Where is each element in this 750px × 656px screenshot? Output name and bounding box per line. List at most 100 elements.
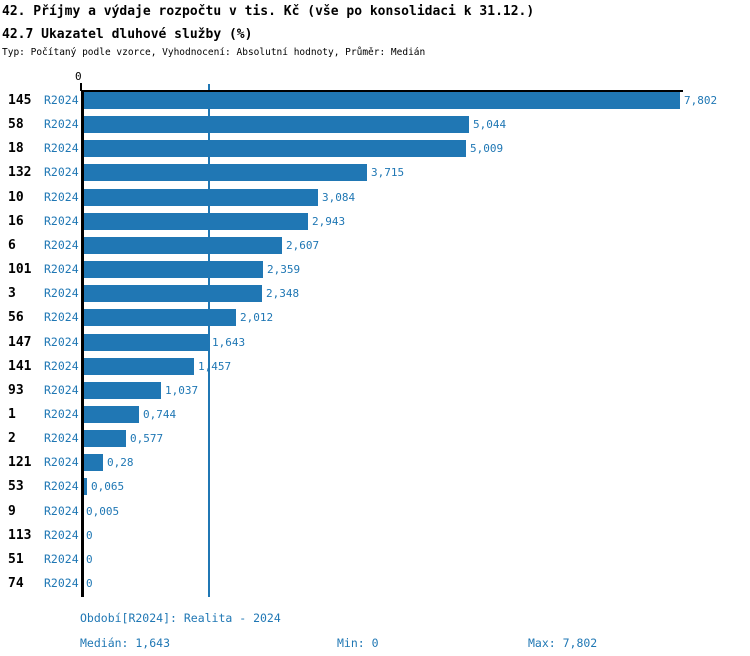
row-period-label: R2024 xyxy=(44,310,79,324)
row-period-label: R2024 xyxy=(44,335,79,349)
bar-value-label: 1,037 xyxy=(165,384,199,397)
row-period-label: R2024 xyxy=(44,383,79,397)
chart-title-line2: 42.7 Ukazatel dluhové služby (%) xyxy=(2,27,253,42)
row-category-label: 10 xyxy=(8,190,24,205)
bar xyxy=(82,237,282,254)
bar-value-label: 0 xyxy=(86,553,93,566)
bar-value-label: 2,607 xyxy=(286,239,320,252)
bar-value-label: 7,802 xyxy=(684,94,718,107)
chart-row: 101 R2024 2,359 xyxy=(0,261,750,278)
row-period-label: R2024 xyxy=(44,528,79,542)
bar-value-label: 0,744 xyxy=(143,408,177,421)
row-period-label: R2024 xyxy=(44,214,79,228)
bar xyxy=(82,285,262,302)
chart-row: 74 R2024 0 xyxy=(0,575,750,592)
bar xyxy=(82,140,466,157)
bar xyxy=(82,261,263,278)
chart-row: 18 R2024 5,009 xyxy=(0,140,750,157)
bar xyxy=(82,116,469,133)
chart-row: 3 R2024 2,348 xyxy=(0,285,750,302)
x-axis-zero-tick-label: 0 xyxy=(75,70,82,83)
row-category-label: 93 xyxy=(8,383,24,398)
bar-value-label: 5,009 xyxy=(470,142,504,155)
bar xyxy=(82,430,126,447)
x-axis-tick-mark xyxy=(80,83,82,91)
row-period-label: R2024 xyxy=(44,431,79,445)
row-period-label: R2024 xyxy=(44,479,79,493)
bar-value-label: 0,005 xyxy=(86,505,120,518)
row-period-label: R2024 xyxy=(44,552,79,566)
row-category-label: 3 xyxy=(8,286,16,301)
chart-row: 1 R2024 0,744 xyxy=(0,406,750,423)
row-category-label: 2 xyxy=(8,431,16,446)
bar-value-label: 0,577 xyxy=(130,432,164,445)
chart-row: 9 R2024 0,005 xyxy=(0,503,750,520)
chart-row: 51 R2024 0 xyxy=(0,551,750,568)
bar xyxy=(82,358,194,375)
bar xyxy=(82,382,161,399)
row-period-label: R2024 xyxy=(44,407,79,421)
row-category-label: 53 xyxy=(8,479,24,494)
bar xyxy=(82,478,87,495)
bar xyxy=(82,164,367,181)
row-period-label: R2024 xyxy=(44,504,79,518)
bar-value-label: 0 xyxy=(86,529,93,542)
footer-period-line: Období[R2024]: Realita - 2024 xyxy=(80,611,281,625)
row-category-label: 132 xyxy=(8,165,32,180)
row-category-label: 1 xyxy=(8,407,16,422)
chart-row: 53 R2024 0,065 xyxy=(0,478,750,495)
row-period-label: R2024 xyxy=(44,141,79,155)
bar xyxy=(82,189,318,206)
row-category-label: 141 xyxy=(8,359,32,374)
bar xyxy=(82,309,236,326)
footer-median-label: Medián: 1,643 xyxy=(80,636,171,650)
bar-value-label: 5,044 xyxy=(473,118,507,131)
row-category-label: 16 xyxy=(8,214,24,229)
chart-row: 132 R2024 3,715 xyxy=(0,164,750,181)
x-axis-line xyxy=(81,90,683,92)
bar xyxy=(82,92,680,109)
row-category-label: 6 xyxy=(8,238,16,253)
bar xyxy=(82,406,139,423)
bar xyxy=(82,454,103,471)
chart-row: 56 R2024 2,012 xyxy=(0,309,750,326)
row-category-label: 74 xyxy=(8,576,24,591)
chart-row: 58 R2024 5,044 xyxy=(0,116,750,133)
row-period-label: R2024 xyxy=(44,262,79,276)
row-category-label: 121 xyxy=(8,455,32,470)
row-period-label: R2024 xyxy=(44,576,79,590)
chart-row: 145 R2024 7,802 xyxy=(0,92,750,109)
bar-value-label: 2,359 xyxy=(267,263,301,276)
bar xyxy=(82,213,308,230)
bar-value-label: 2,012 xyxy=(240,311,274,324)
bar-value-label: 3,084 xyxy=(322,191,356,204)
bar xyxy=(82,334,208,351)
row-category-label: 56 xyxy=(8,310,24,325)
bar-value-label: 1,643 xyxy=(212,336,246,349)
bar-value-label: 2,943 xyxy=(312,215,346,228)
y-axis-line xyxy=(81,90,84,597)
row-period-label: R2024 xyxy=(44,190,79,204)
row-period-label: R2024 xyxy=(44,117,79,131)
row-period-label: R2024 xyxy=(44,359,79,373)
chart-row: 121 R2024 0,28 xyxy=(0,454,750,471)
row-category-label: 101 xyxy=(8,262,32,277)
chart-title-line1: 42. Příjmy a výdaje rozpočtu v tis. Kč (… xyxy=(2,4,535,19)
row-period-label: R2024 xyxy=(44,238,79,252)
row-category-label: 58 xyxy=(8,117,24,132)
chart-row: 93 R2024 1,037 xyxy=(0,382,750,399)
chart-row: 2 R2024 0,577 xyxy=(0,430,750,447)
bar-value-label: 3,715 xyxy=(371,166,405,179)
row-category-label: 147 xyxy=(8,335,32,350)
footer-min-label: Min: 0 xyxy=(337,636,379,650)
row-category-label: 51 xyxy=(8,552,24,567)
bar-value-label: 2,348 xyxy=(266,287,300,300)
bar-value-label: 0 xyxy=(86,577,93,590)
chart-row: 147 R2024 1,643 xyxy=(0,334,750,351)
row-category-label: 9 xyxy=(8,504,16,519)
row-period-label: R2024 xyxy=(44,455,79,469)
row-category-label: 113 xyxy=(8,528,32,543)
row-category-label: 145 xyxy=(8,93,32,108)
